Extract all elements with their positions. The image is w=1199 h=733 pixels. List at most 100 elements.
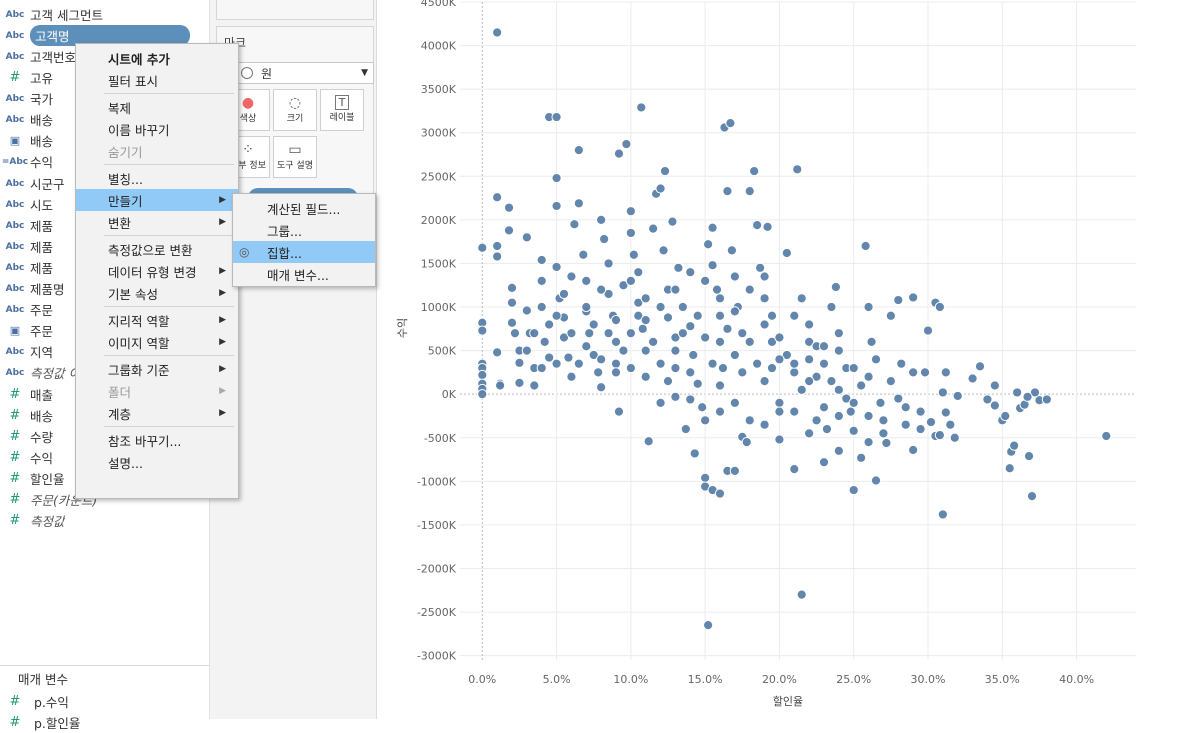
data-point[interactable] (833, 345, 844, 356)
field-item[interactable]: =Abc 수익 (0, 151, 209, 172)
label-button[interactable]: T 레이블 (320, 89, 364, 131)
menu-item[interactable]: 설명... (76, 451, 238, 473)
data-point[interactable] (558, 288, 570, 300)
menu-item[interactable]: 이름 바꾸기 (76, 118, 238, 140)
data-point[interactable] (588, 349, 599, 361)
field-item[interactable]: # 매출 (0, 384, 209, 405)
menu-item[interactable]: ◎ 집합... (233, 241, 375, 263)
field-item[interactable]: Abc 고객 세그먼트 (0, 4, 209, 25)
menu-item[interactable]: 이미지 역할 ▶ (76, 331, 238, 353)
data-point[interactable] (581, 301, 592, 313)
data-point[interactable] (662, 312, 674, 323)
data-point[interactable] (521, 232, 532, 243)
data-point[interactable] (563, 352, 574, 363)
data-point[interactable] (655, 358, 666, 369)
data-point[interactable] (896, 358, 907, 369)
data-point[interactable] (885, 310, 896, 321)
field-item[interactable]: # 수량 (0, 426, 209, 447)
data-point[interactable] (603, 288, 614, 300)
data-point[interactable] (908, 444, 919, 456)
data-point[interactable] (648, 223, 659, 234)
data-point[interactable] (655, 301, 666, 313)
data-point[interactable] (492, 347, 503, 358)
data-point[interactable] (863, 301, 874, 313)
data-point[interactable] (860, 240, 871, 252)
data-point[interactable] (692, 310, 703, 321)
data-point[interactable] (551, 310, 562, 321)
data-point[interactable] (673, 262, 684, 273)
data-point[interactable] (792, 164, 803, 175)
data-point[interactable] (539, 336, 550, 347)
data-point[interactable] (551, 358, 562, 369)
field-item[interactable]: # 배송 (0, 405, 209, 426)
parameter-item[interactable]: # p.할인율 (0, 712, 209, 733)
data-point[interactable] (937, 387, 948, 398)
data-point[interactable] (1026, 491, 1038, 502)
data-point[interactable] (618, 280, 629, 291)
menu-item[interactable]: 필터 표시 (76, 69, 238, 91)
data-point[interactable] (729, 465, 740, 476)
data-point[interactable] (1041, 394, 1052, 405)
data-point[interactable] (506, 297, 518, 308)
data-point[interactable] (610, 336, 622, 347)
data-point[interactable] (689, 448, 700, 459)
data-point[interactable] (596, 354, 607, 365)
data-point[interactable] (789, 358, 800, 369)
data-point[interactable] (811, 371, 822, 382)
data-point[interactable] (1012, 387, 1023, 398)
data-point[interactable] (833, 445, 844, 456)
menu-item[interactable]: 지리적 역할 ▶ (76, 309, 238, 331)
data-point[interactable] (633, 297, 644, 308)
field-item[interactable]: ▣ 배송 (0, 130, 209, 151)
data-point[interactable] (848, 362, 859, 374)
data-point[interactable] (766, 362, 778, 374)
data-point[interactable] (477, 389, 488, 400)
data-point[interactable] (610, 367, 622, 378)
data-point[interactable] (1022, 391, 1033, 402)
data-point[interactable] (536, 254, 547, 266)
data-point[interactable] (870, 354, 882, 365)
data-point[interactable] (759, 271, 770, 282)
menu-item[interactable]: 데이터 유형 변경 ▶ (76, 260, 238, 282)
menu-item[interactable]: 시트에 추가 (76, 47, 238, 69)
data-point[interactable] (755, 262, 766, 273)
data-point[interactable] (593, 367, 604, 378)
data-point[interactable] (625, 328, 636, 339)
field-item[interactable]: # 할인율 (0, 468, 209, 489)
data-point[interactable] (741, 437, 752, 448)
data-point[interactable] (900, 402, 911, 413)
data-point[interactable] (967, 373, 978, 384)
data-point[interactable] (725, 118, 736, 129)
data-point[interactable] (714, 310, 726, 321)
data-point[interactable] (581, 275, 592, 286)
data-point[interactable] (596, 284, 607, 295)
data-point[interactable] (640, 345, 651, 356)
data-point[interactable] (908, 292, 919, 303)
data-point[interactable] (544, 319, 555, 330)
data-point[interactable] (670, 284, 681, 295)
data-point[interactable] (677, 301, 688, 313)
data-point[interactable] (940, 407, 951, 418)
data-point[interactable] (613, 148, 625, 159)
field-item[interactable]: Abc 시군구 (0, 173, 209, 194)
data-point[interactable] (870, 475, 882, 486)
data-point[interactable] (658, 245, 669, 256)
data-point[interactable] (989, 400, 1000, 411)
data-point[interactable] (752, 220, 763, 231)
data-point[interactable] (495, 380, 506, 391)
data-point[interactable] (875, 397, 886, 409)
field-item[interactable]: Abc 주문 (0, 299, 209, 320)
data-point[interactable] (915, 423, 926, 435)
data-point[interactable] (603, 328, 614, 339)
data-point[interactable] (729, 397, 740, 409)
data-point[interactable] (774, 397, 785, 409)
menu-item[interactable]: 측정값으로 변환 (76, 238, 238, 260)
data-point[interactable] (717, 362, 729, 374)
menu-item[interactable]: 만들기 ▶ (76, 189, 238, 211)
data-point[interactable] (536, 362, 547, 374)
data-point[interactable] (818, 358, 830, 369)
data-point[interactable] (551, 111, 562, 123)
data-point[interactable] (848, 425, 859, 436)
data-point[interactable] (766, 310, 778, 321)
data-point[interactable] (856, 380, 867, 391)
